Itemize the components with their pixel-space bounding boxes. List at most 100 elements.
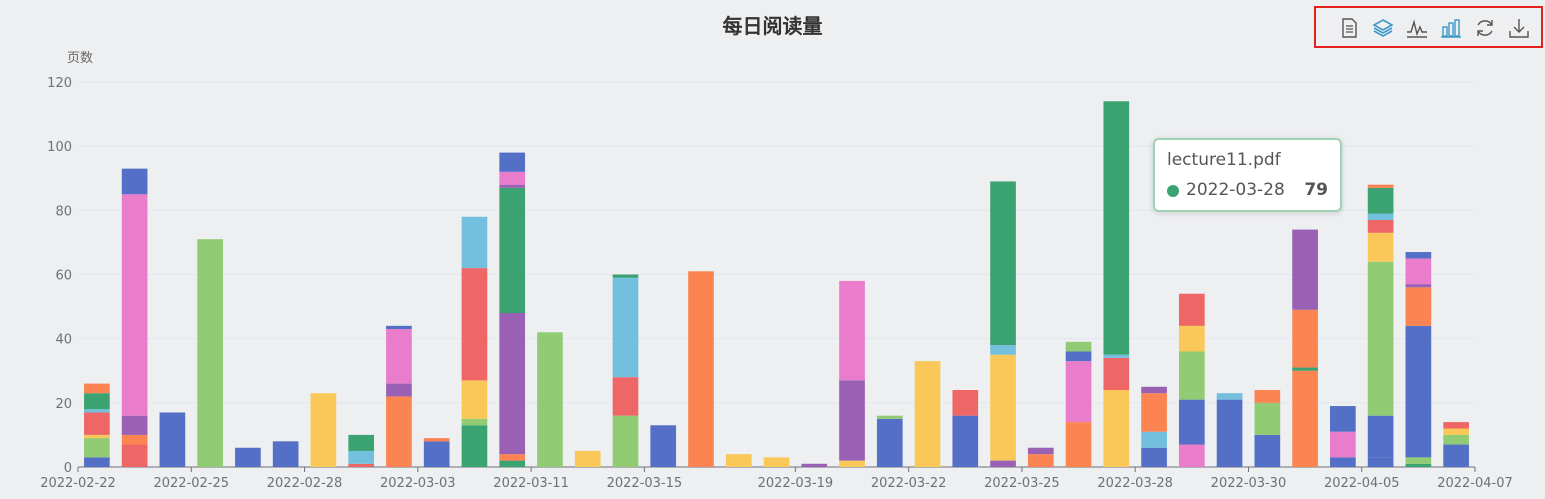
bar-segment[interactable] (839, 280, 865, 381)
bar-segment[interactable] (1443, 428, 1469, 435)
bar-segment[interactable] (1292, 229, 1318, 310)
bar-segment[interactable] (499, 454, 526, 461)
bar-segment[interactable] (1141, 447, 1167, 467)
bar-segment[interactable] (386, 396, 412, 467)
bar-segment[interactable] (1027, 447, 1054, 455)
bar-segment[interactable] (121, 194, 148, 416)
bar-segment[interactable] (461, 425, 488, 467)
data-view-icon[interactable] (1338, 17, 1360, 39)
bar-segment[interactable] (310, 393, 337, 467)
bar-segment[interactable] (763, 457, 790, 467)
bar-segment[interactable] (461, 418, 488, 426)
bar-segment[interactable] (499, 184, 526, 188)
bar-segment[interactable] (1254, 390, 1281, 403)
bar-segment[interactable] (725, 454, 752, 467)
save-image-icon[interactable] (1508, 17, 1530, 39)
bar-segment[interactable] (499, 313, 526, 455)
bar-segment[interactable] (612, 377, 639, 416)
bar-segment[interactable] (1367, 219, 1394, 233)
bar-segment[interactable] (121, 444, 148, 467)
restore-icon[interactable] (1474, 17, 1496, 39)
bar-segment[interactable] (1405, 457, 1432, 464)
bar-segment[interactable] (1103, 357, 1130, 390)
bar-segment[interactable] (688, 271, 714, 467)
bar-segment[interactable] (84, 412, 110, 435)
bar-segment[interactable] (1178, 399, 1205, 445)
bar-segment[interactable] (1367, 187, 1394, 214)
bar-segment[interactable] (1141, 431, 1167, 448)
bar-segment[interactable] (801, 463, 828, 467)
bar-segment[interactable] (1178, 444, 1205, 467)
bar-segment[interactable] (1065, 351, 1092, 362)
bar-segment[interactable] (348, 463, 375, 467)
bar-segment[interactable] (235, 447, 261, 467)
bar-segment[interactable] (84, 409, 110, 413)
bar-segment[interactable] (423, 441, 450, 467)
bar-segment[interactable] (952, 415, 979, 467)
bar-segment[interactable] (839, 460, 865, 467)
bar-segment[interactable] (1405, 463, 1432, 467)
bar-segment[interactable] (1254, 434, 1281, 467)
bar-segment[interactable] (1367, 184, 1394, 188)
bar-chart-icon[interactable] (1440, 17, 1462, 39)
bar-segment[interactable] (423, 438, 450, 442)
bar-segment[interactable] (121, 415, 148, 435)
bar-segment[interactable] (876, 415, 903, 419)
bar-segment[interactable] (1405, 287, 1432, 326)
bar-segment[interactable] (952, 390, 979, 416)
bar-segment[interactable] (1103, 354, 1130, 358)
bar-segment[interactable] (612, 277, 639, 378)
bar-segment[interactable] (990, 460, 1016, 467)
bar-segment[interactable] (84, 383, 110, 394)
bar-segment[interactable] (1065, 361, 1092, 423)
bar-segment[interactable] (1367, 261, 1394, 416)
bar-segment[interactable] (1405, 258, 1432, 285)
bar-segment[interactable] (1330, 406, 1356, 432)
bar-segment[interactable] (121, 434, 148, 445)
bar-segment[interactable] (1405, 325, 1432, 458)
bar-segment[interactable] (1103, 390, 1130, 467)
bar-segment[interactable] (1103, 101, 1130, 355)
bar-segment[interactable] (839, 380, 865, 461)
bar-segment[interactable] (461, 268, 488, 381)
bar-segment[interactable] (1405, 284, 1432, 288)
bar-segment[interactable] (1367, 232, 1394, 262)
bar-segment[interactable] (1292, 370, 1318, 467)
bar-segment[interactable] (990, 354, 1016, 461)
bar-segment[interactable] (386, 329, 412, 384)
bar-segment[interactable] (461, 380, 488, 419)
bar-segment[interactable] (1065, 422, 1092, 467)
bar-segment[interactable] (990, 345, 1016, 355)
bar-segment[interactable] (1367, 213, 1394, 220)
bar-segment[interactable] (1367, 415, 1394, 458)
bar-segment[interactable] (84, 434, 110, 439)
bar-segment[interactable] (1330, 457, 1356, 467)
bar-segment[interactable] (499, 152, 526, 172)
bar-segment[interactable] (386, 383, 412, 397)
bar-segment[interactable] (499, 460, 526, 467)
bar-segment[interactable] (1141, 393, 1167, 432)
bar-segment[interactable] (914, 361, 941, 467)
bar-segment[interactable] (84, 393, 110, 410)
bar-segment[interactable] (386, 325, 412, 330)
bar-segment[interactable] (348, 434, 375, 451)
bar-segment[interactable] (1178, 325, 1205, 352)
bar-segment[interactable] (272, 441, 299, 467)
bar-segment[interactable] (1443, 434, 1469, 445)
bar-segment[interactable] (1443, 444, 1469, 467)
bar-segment[interactable] (84, 457, 110, 467)
bar-segment[interactable] (197, 239, 223, 467)
bar-segment[interactable] (1065, 341, 1092, 352)
bar-segment[interactable] (650, 425, 677, 467)
bar-segment[interactable] (1178, 351, 1205, 400)
line-chart-icon[interactable] (1406, 17, 1428, 39)
bar-segment[interactable] (1141, 386, 1167, 394)
bar-segment[interactable] (1178, 293, 1205, 326)
bar-segment[interactable] (1216, 399, 1243, 467)
bar-segment[interactable] (1367, 457, 1394, 467)
bar-segment[interactable] (537, 332, 563, 467)
bar-segment[interactable] (1254, 402, 1281, 435)
bar-segment[interactable] (499, 187, 526, 313)
bar-segment[interactable] (876, 418, 903, 467)
bar-segment[interactable] (84, 438, 110, 458)
